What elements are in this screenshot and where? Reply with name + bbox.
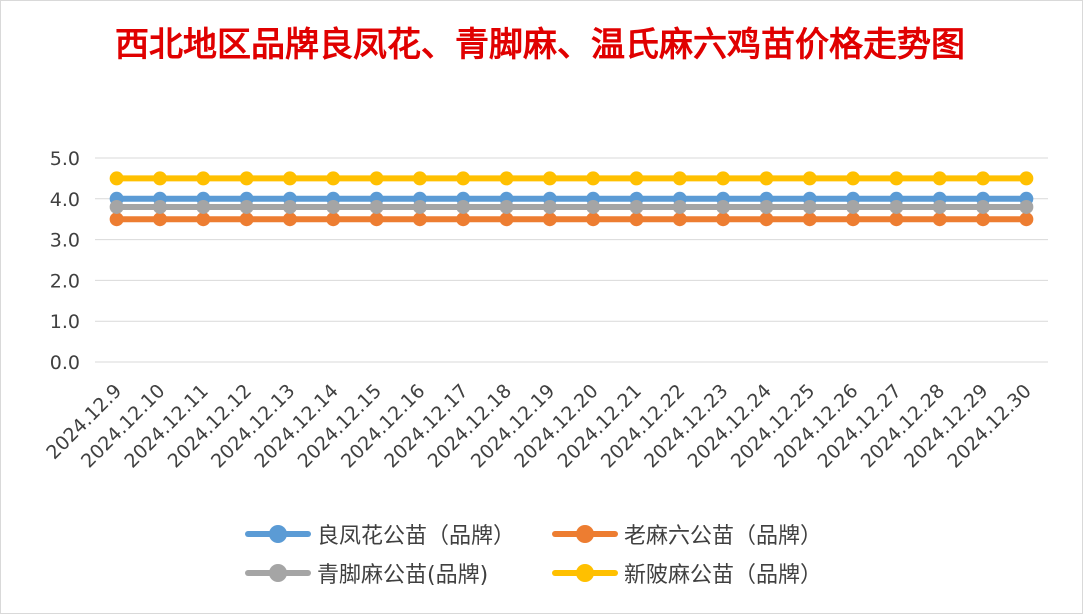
data-point [196,199,211,214]
data-point [412,171,427,186]
data-point [629,199,644,214]
data-point [672,212,687,227]
legend-label: 老麻六公苗（品牌） [624,524,823,549]
legend-item[interactable]: 老麻六公苗（品牌） [552,518,822,550]
data-point [239,199,254,214]
data-point [716,199,731,214]
y-tick-label: 1.0 [50,311,80,333]
data-point [802,171,817,186]
y-tick-label: 4.0 [50,189,80,211]
legend-marker [576,564,594,582]
data-point [1019,199,1034,214]
data-point [1019,212,1034,227]
legend-item[interactable]: 青脚麻公苗(品牌) [245,557,488,589]
series-1 [109,212,1034,227]
data-point [889,199,904,214]
data-point [196,212,211,227]
data-point [672,199,687,214]
data-point [586,212,601,227]
series-3 [109,171,1034,186]
data-point [932,171,947,186]
data-point [889,212,904,227]
data-point [326,212,341,227]
data-point [499,199,514,214]
series-layer [109,171,1034,227]
data-point [282,212,297,227]
data-point [456,199,471,214]
data-point [369,212,384,227]
data-point [846,212,861,227]
data-point [239,212,254,227]
legend-swatch [245,524,311,544]
legend-swatch [245,563,311,583]
data-point [802,212,817,227]
data-point [976,171,991,186]
data-point [369,171,384,186]
data-point [716,212,731,227]
data-point [846,199,861,214]
series-2 [109,199,1034,214]
legend-swatch [552,563,618,583]
y-tick-label: 3.0 [50,230,80,252]
legend-item[interactable]: 良凤花公苗（品牌） [245,518,515,550]
data-point [282,199,297,214]
data-point [889,171,904,186]
data-point [326,171,341,186]
data-point [759,212,774,227]
y-axis: 0.0 1.0 2.0 3.0 4.0 5.0 [50,148,80,374]
data-point [976,212,991,227]
data-point [672,171,687,186]
y-tick-label: 2.0 [50,270,80,292]
data-point [326,199,341,214]
data-point [109,212,124,227]
data-point [932,199,947,214]
data-point [456,171,471,186]
data-point [542,212,557,227]
data-point [239,171,254,186]
data-point [932,212,947,227]
data-point [152,199,167,214]
data-point [109,199,124,214]
data-point [282,171,297,186]
data-point [629,212,644,227]
legend-item[interactable]: 新陂麻公苗（品牌） [552,557,822,589]
data-point [716,171,731,186]
data-point [586,199,601,214]
x-axis: 2024.12.92024.12.102024.12.112024.12.122… [42,380,1036,472]
gridlines [95,157,1048,363]
data-point [846,171,861,186]
data-point [542,199,557,214]
legend-label: 青脚麻公苗(品牌) [317,563,489,588]
data-point [152,212,167,227]
data-point [152,171,167,186]
legend-marker [269,525,287,543]
data-point [759,171,774,186]
data-point [586,171,601,186]
data-point [802,199,817,214]
data-point [369,199,384,214]
data-point [456,212,471,227]
data-point [412,199,427,214]
data-point [629,171,644,186]
legend-swatch [552,524,618,544]
legend-marker [576,525,594,543]
chart-title: 西北地区品牌良凤花、青脚麻、温氏麻六鸡苗价格走势图 [115,25,965,65]
data-point [759,199,774,214]
data-point [976,199,991,214]
legend-label: 新陂麻公苗（品牌） [624,563,823,588]
data-point [499,171,514,186]
legend-marker [269,564,287,582]
data-point [499,212,514,227]
data-point [196,171,211,186]
y-tick-label: 5.0 [50,148,80,170]
y-tick-label: 0.0 [50,352,80,374]
data-point [1019,171,1034,186]
legend-label: 良凤花公苗（品牌） [317,524,516,549]
data-point [109,171,124,186]
data-point [542,171,557,186]
data-point [412,212,427,227]
